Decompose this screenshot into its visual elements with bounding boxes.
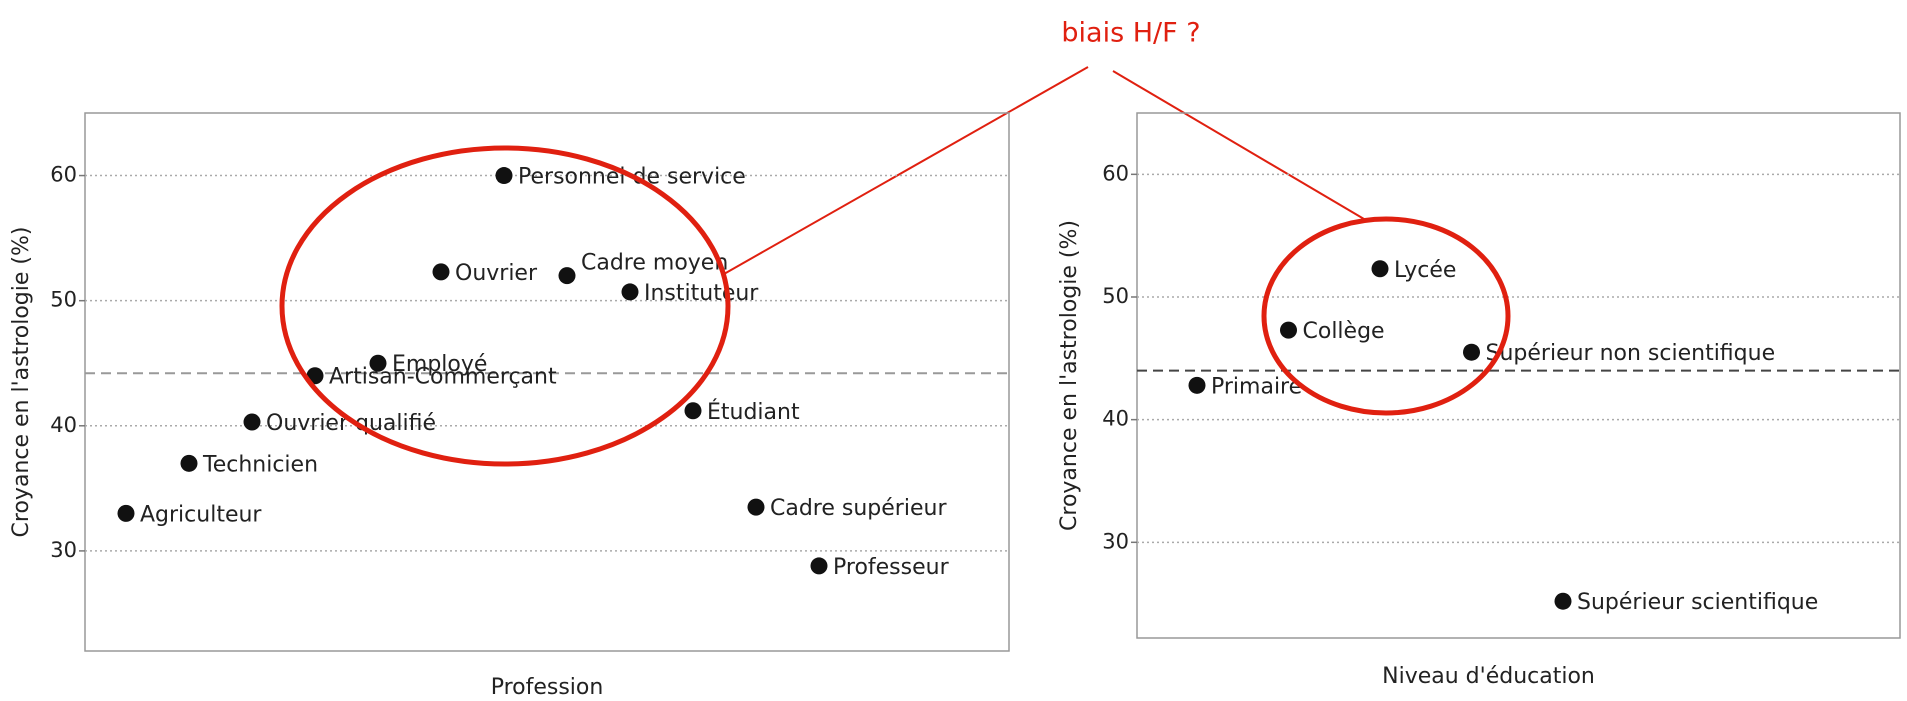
- point-label: Agriculteur: [140, 502, 262, 527]
- point-label: Artisan-Commerçant: [329, 365, 557, 390]
- y-tick-label: 40: [50, 413, 77, 437]
- point-label: Lycée: [1394, 258, 1456, 283]
- point-label: Supérieur non scientifique: [1486, 341, 1776, 366]
- point: [684, 402, 702, 420]
- highlight-ellipse: [1261, 216, 1511, 416]
- point: [243, 413, 261, 431]
- point: [495, 167, 513, 185]
- point-label: Supérieur scientifique: [1577, 590, 1818, 615]
- point: [1188, 376, 1206, 394]
- plot-frame: [1136, 112, 1901, 639]
- point: [432, 263, 450, 281]
- annotation-line: [1112, 70, 1365, 220]
- point: [747, 498, 765, 516]
- point: [558, 267, 576, 285]
- point: [1463, 343, 1480, 361]
- y-axis-label: Croyance en l'astrologie (%): [9, 227, 34, 538]
- point-label: Instituteur: [644, 281, 759, 306]
- point: [1280, 321, 1297, 339]
- y-tick-label: 30: [1102, 529, 1129, 553]
- point: [369, 354, 387, 372]
- point-label: Collège: [1303, 319, 1385, 344]
- point: [1371, 260, 1389, 278]
- x-axis-label: Niveau d'éducation: [1382, 664, 1595, 689]
- y-tick-label: 30: [50, 538, 77, 562]
- point: [621, 283, 639, 301]
- point-label: Employé: [392, 352, 487, 377]
- point: [117, 504, 135, 522]
- point-label: Ouvrier: [455, 261, 538, 286]
- annotation: biais H/F ?: [1061, 18, 1200, 49]
- point-label: Ouvrier qualifié: [266, 411, 436, 436]
- point: [810, 557, 828, 575]
- point: [1554, 592, 1572, 610]
- point-label: Primaire: [1211, 374, 1302, 399]
- y-axis-label: Croyance en l'astrologie (%): [1057, 220, 1082, 531]
- y-tick-label: 60: [50, 163, 77, 187]
- point-label: Professeur: [833, 555, 950, 580]
- y-tick-label: 50: [50, 288, 77, 312]
- point-label: Cadre moyen: [581, 251, 728, 276]
- point-label: Étudiant: [707, 399, 800, 425]
- point-label: Cadre supérieur: [770, 496, 947, 521]
- point: [180, 454, 198, 472]
- annotation-line: [723, 66, 1089, 275]
- y-tick-label: 40: [1102, 407, 1129, 431]
- highlight-ellipse: [279, 145, 731, 467]
- y-tick-label: 60: [1102, 161, 1129, 185]
- x-axis-label: Profession: [491, 675, 604, 700]
- plot-frame: [84, 112, 1010, 652]
- y-tick-label: 50: [1102, 284, 1129, 308]
- point-label: Technicien: [202, 452, 318, 477]
